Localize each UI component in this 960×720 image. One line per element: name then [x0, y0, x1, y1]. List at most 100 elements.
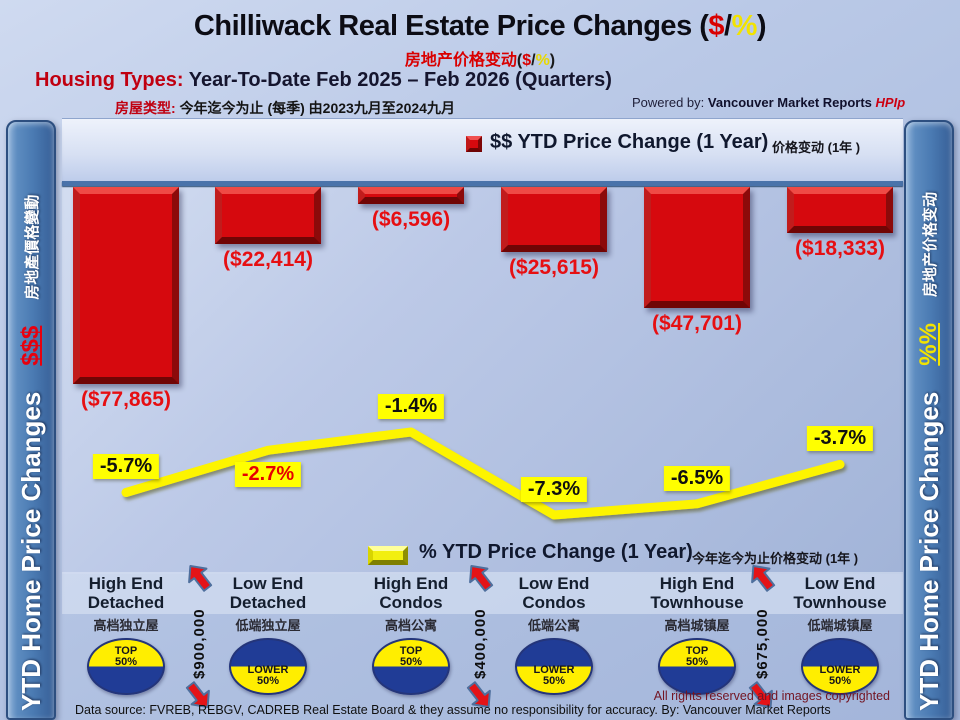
median-price-label: $675,000 [753, 607, 771, 679]
category-name-line2: Detached [229, 593, 307, 612]
title-text: Chilliwack Real Estate Price Changes ( [193, 10, 709, 42]
bar-low-end-townhouse [787, 187, 893, 233]
category-name: Low End Detached [198, 574, 338, 612]
subtitle-zh-slash: / [531, 52, 536, 69]
sidebar-title: YTD Home Price Changes [15, 391, 46, 711]
category-name-zh: 高档城镇屋 [664, 618, 730, 633]
category-name-zh: 高档独立屋 [93, 618, 159, 633]
dollar-signs-label: $$$ [17, 325, 44, 366]
badge-line1: TOP [399, 645, 423, 657]
category-name-zh: 高档公寓 [384, 618, 437, 633]
category-name-zh: 低端城镇屋 [807, 618, 873, 633]
category-name: High End Condos [341, 574, 481, 612]
category-name-line2: Detached [87, 593, 165, 612]
category-name-line1: High End [659, 574, 735, 593]
badge-text: LOWER 50% [231, 665, 305, 687]
subtitle-zh-percent: % [535, 52, 550, 69]
powered-by-line: Powered by: Vancouver Market Reports HPI… [632, 95, 905, 110]
category-high-end-condos: High End Condos 高档公寓 TOP 50% [341, 574, 481, 695]
percent-signs-label: %% [915, 323, 942, 366]
title-close-paren: ) [756, 10, 767, 42]
legend-percent-marker-icon [368, 546, 408, 565]
badge-line1: TOP [114, 645, 138, 657]
bar-value-label: ($18,333) [795, 237, 885, 260]
hpi-tag: HPIp [875, 95, 906, 110]
badge-text: TOP 50% [374, 646, 448, 668]
subtitle-zh-text: 房地产价格变动 [404, 52, 517, 69]
badge-line2: 50% [114, 656, 138, 668]
date-range-text-zh: 今年迄今为止 (每季) 由2023九月至2024九月 [179, 100, 455, 116]
sidebar-title: YTD Home Price Changes [913, 391, 944, 711]
legend-strip [62, 118, 903, 183]
right-sidebar: YTD Home Price Changes %% 房地产价格变动 [904, 120, 954, 720]
pct-label: -5.7% [92, 454, 160, 480]
badge-text: TOP 50% [89, 646, 163, 668]
lower-50-badge-icon: LOWER 50% [515, 638, 593, 695]
category-name-zh: 低端公寓 [527, 618, 580, 633]
arrow-up-icon [751, 564, 776, 592]
pct-label: -7.3% [520, 477, 588, 502]
zero-axis-line [62, 181, 903, 186]
bar-value-label: ($47,701) [652, 312, 742, 335]
badge-line1: LOWER [247, 664, 289, 676]
housing-types-line: Housing Types: Year-To-Date Feb 2025 – F… [35, 69, 612, 92]
legend-dollar-label: $$ YTD Price Change (1 Year) [490, 131, 769, 153]
page-title: Chilliwack Real Estate Price Changes ($/… [0, 10, 960, 43]
sidebar-title-zh: 房地产价格变动 [921, 191, 939, 297]
arrow-down-icon [466, 681, 491, 709]
category-name: Low End Townhouse [770, 574, 910, 612]
price-divider-townhouse: $675,000 [740, 562, 784, 711]
category-name-line1: Low End [518, 574, 590, 593]
top-50-badge-icon: TOP 50% [658, 638, 736, 695]
housing-types-line-chinese: 房屋类型: 今年迄今为止 (每季) 由2023九月至2024九月 [115, 98, 455, 118]
title-dollar-sign: $ [708, 10, 725, 42]
arrow-up-icon [188, 564, 213, 592]
top-50-badge-icon: TOP 50% [87, 638, 165, 695]
category-name-line2: Townhouse [793, 593, 887, 612]
badge-text: LOWER 50% [517, 665, 591, 687]
median-price-label: $400,000 [471, 607, 489, 679]
page-subtitle-chinese: 房地产价格变动($/%) [0, 46, 960, 70]
category-name: Low End Condos [484, 574, 624, 612]
pct-label: -2.7% [234, 462, 302, 488]
bar-value-label: ($22,414) [223, 248, 313, 271]
category-name-line1: Low End [804, 574, 876, 593]
category-name-line1: High End [88, 574, 164, 593]
title-slash: / [724, 10, 732, 42]
legend-dollar-marker-icon [466, 136, 482, 152]
lower-50-badge-icon: LOWER 50% [229, 638, 307, 695]
badge-text: TOP 50% [660, 646, 734, 668]
bar-value-label: ($6,596) [371, 208, 451, 231]
category-name-line1: High End [373, 574, 449, 593]
category-name-zh: 低端独立屋 [235, 618, 301, 633]
category-name: High End Detached [56, 574, 196, 612]
copyright-note: All rights reserved and images copyright… [653, 689, 890, 703]
legend-percent-label: % YTD Price Change (1 Year) [419, 541, 693, 563]
badge-line1: LOWER [533, 664, 575, 676]
bar-high-end-condos [358, 187, 464, 204]
category-low-end-townhouse: Low End Townhouse 低端城镇屋 LOWER 50% [770, 574, 910, 695]
left-sidebar-text: YTD Home Price Changes $$$ 房地產價格變動 [9, 127, 53, 713]
bar-low-end-detached [215, 187, 321, 244]
bar-high-end-townhouse [644, 187, 750, 308]
sidebar-title-zh: 房地產價格變動 [23, 194, 41, 300]
badge-line2: 50% [399, 656, 423, 668]
price-divider-detached: $900,000 [177, 562, 221, 711]
pct-label: -1.4% [377, 393, 445, 419]
legend-dollar-label-zh: 价格变动 (1年 ) [772, 140, 861, 155]
left-sidebar: YTD Home Price Changes $$$ 房地產價格變動 [6, 120, 56, 720]
badge-line2: 50% [828, 675, 852, 687]
badge-line2: 50% [685, 656, 709, 668]
arrow-down-icon [185, 681, 210, 709]
badge-line2: 50% [256, 675, 280, 687]
housing-types-label-zh: 房屋类型: [115, 100, 176, 116]
powered-by-label: Powered by: [632, 95, 705, 110]
title-percent-sign: % [731, 10, 758, 42]
top-50-badge-icon: TOP 50% [372, 638, 450, 695]
category-name: High End Townhouse [627, 574, 767, 612]
category-low-end-condos: Low End Condos 低端公寓 LOWER 50% [484, 574, 624, 695]
subtitle-zh-dollar: $ [522, 52, 532, 69]
pct-label: -3.7% [806, 426, 874, 452]
median-price-label: $900,000 [190, 607, 208, 679]
